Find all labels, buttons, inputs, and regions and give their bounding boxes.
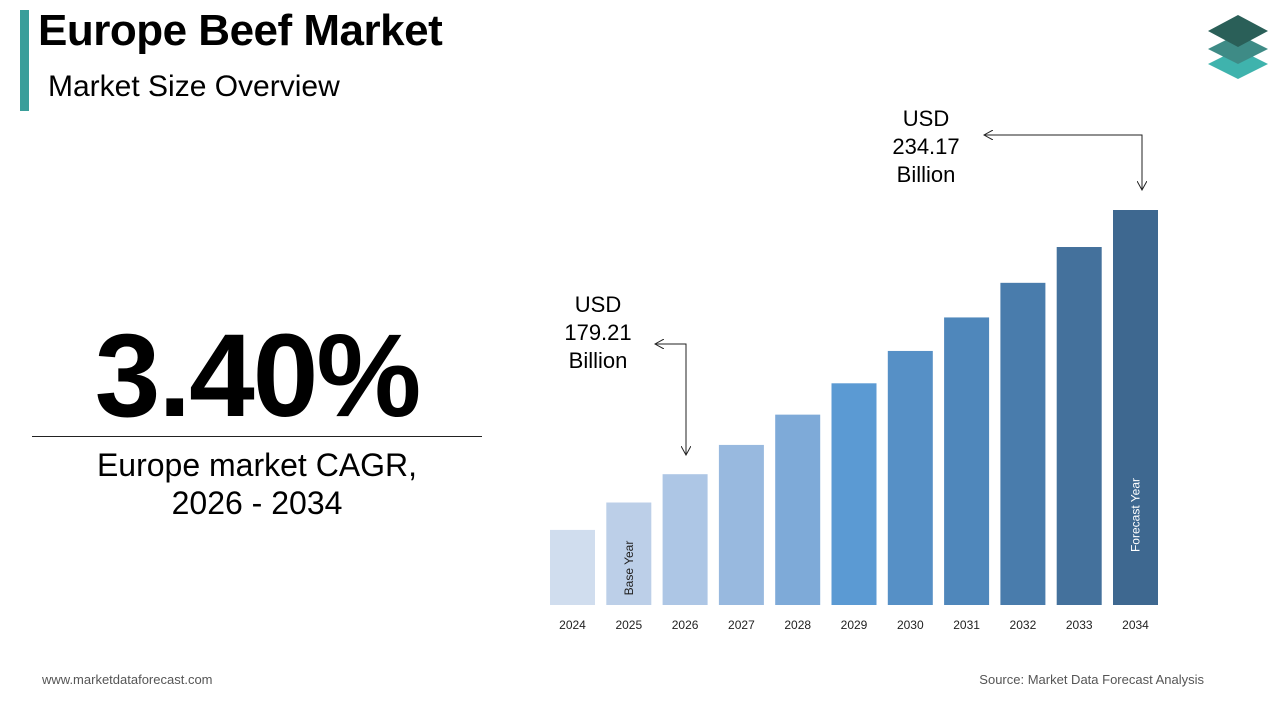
x-tick-label: 2026 (672, 618, 699, 632)
annotation-value: 234.17 (892, 134, 960, 159)
cagr-label: Europe market CAGR, 2026 - 2034 (32, 446, 482, 522)
x-tick-label: 2031 (953, 618, 980, 632)
bar-2032 (1000, 282, 1046, 605)
bar-2030 (887, 350, 933, 605)
bar-2026 (662, 474, 708, 605)
bar-2034 (1113, 210, 1158, 605)
x-tick-label: 2034 (1122, 618, 1149, 632)
divider (32, 436, 482, 437)
bar-annotation-label: Base Year (622, 541, 636, 596)
x-tick-label: 2032 (1010, 618, 1037, 632)
bar-2027 (718, 444, 764, 605)
x-tick-label: 2027 (728, 618, 755, 632)
x-tick-label: 2029 (841, 618, 868, 632)
bar-2029 (831, 383, 877, 605)
bar-annotation-label: Forecast Year (1129, 478, 1143, 552)
x-tick-label: 2025 (615, 618, 642, 632)
annotation-currency: USD (902, 106, 950, 131)
cagr-label-line2: 2026 - 2034 (171, 485, 343, 521)
annotation-unit: Billion (568, 348, 628, 373)
cagr-value: 3.40% (94, 310, 422, 442)
cagr-label-line1: Europe market CAGR, (96, 447, 418, 483)
annotation-currency: USD (574, 292, 622, 317)
base-value-annotation: USD 179.21 Billion (548, 291, 648, 375)
page-title: Europe Beef Market (38, 6, 443, 55)
forecast-value-annotation: USD 234.17 Billion (876, 105, 976, 189)
stacked-layers-logo (1208, 15, 1268, 79)
bar-2025 (606, 502, 652, 605)
bar-series: 2024 2025 Base Year 2026 2027 2028 2029 2030 203… (550, 210, 1158, 632)
page-subtitle: Market Size Overview (48, 70, 340, 103)
x-tick-label: 2028 (784, 618, 811, 632)
base-arrow (655, 344, 686, 455)
website-link[interactable]: www.marketdataforecast.com (42, 672, 213, 687)
x-tick-label: 2033 (1066, 618, 1093, 632)
bar-2024 (550, 529, 595, 605)
bar-2031 (944, 317, 990, 605)
forecast-arrow (984, 135, 1142, 190)
bar-2033 (1056, 247, 1102, 606)
x-tick-label: 2024 (559, 618, 586, 632)
source-note: Source: Market Data Forecast Analysis (979, 672, 1204, 687)
x-tick-label: 2030 (897, 618, 924, 632)
bar-2028 (775, 414, 821, 605)
annotation-unit: Billion (896, 162, 956, 187)
annotation-value: 179.21 (564, 320, 632, 345)
title-accent-bar (20, 10, 29, 111)
